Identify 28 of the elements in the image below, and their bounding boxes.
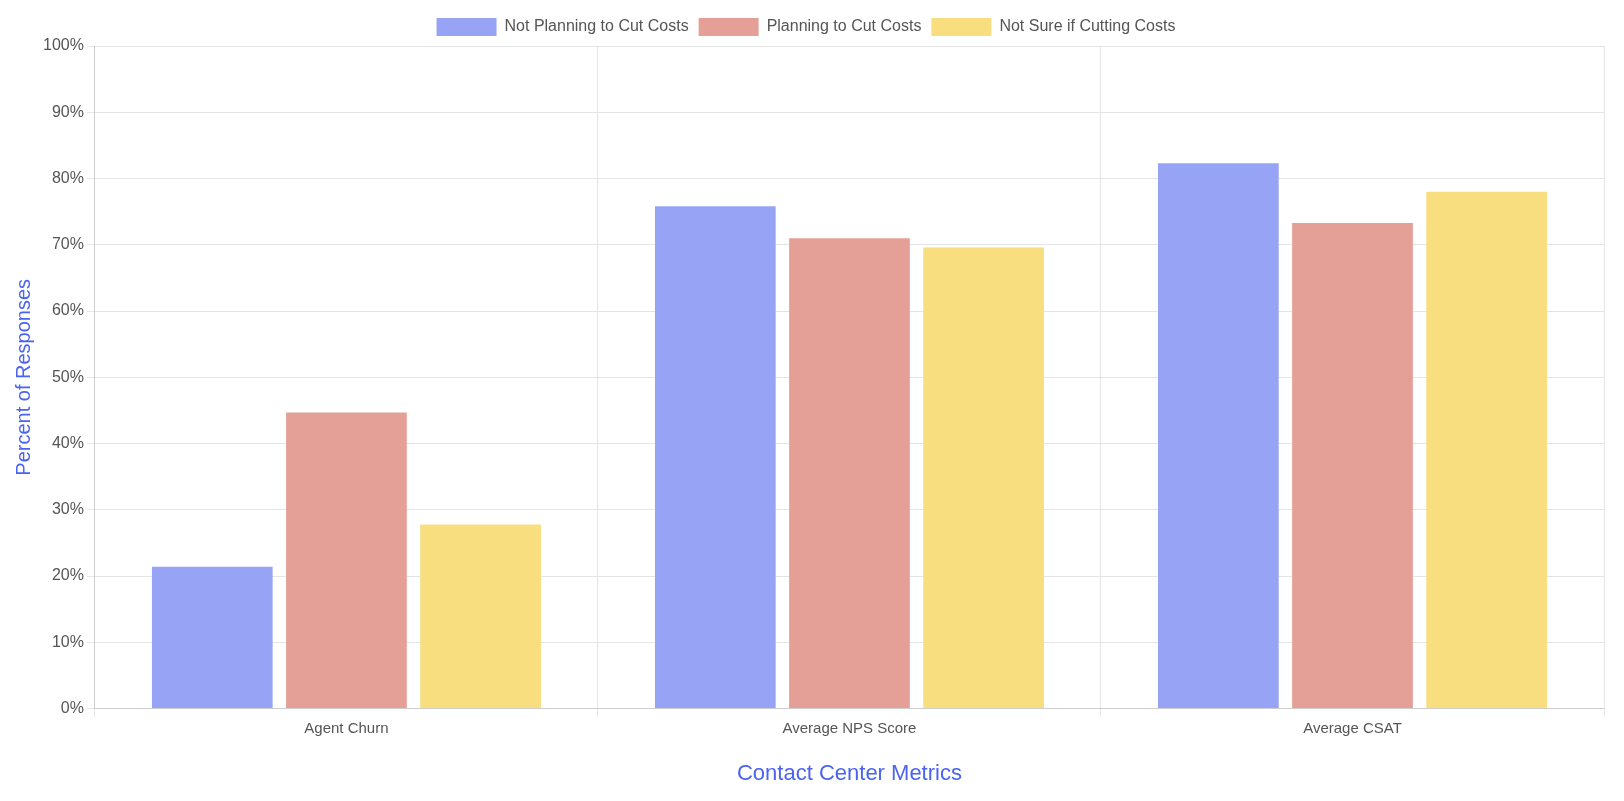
y-tick-label: 100%	[43, 36, 84, 54]
y-axis-title: Percent of Responses	[11, 278, 34, 476]
x-tick-label: Average CSAT	[1303, 718, 1402, 736]
y-tick-label: 50%	[51, 367, 84, 385]
bar	[923, 247, 1044, 709]
y-tick-label: 0%	[60, 699, 84, 717]
y-tick-label: 20%	[51, 566, 84, 584]
y-tick-label: 60%	[51, 301, 84, 319]
bar	[654, 206, 776, 709]
bar	[1426, 191, 1547, 709]
y-tick-label: 70%	[51, 235, 84, 253]
bar	[420, 524, 541, 709]
bar	[789, 238, 910, 709]
y-tick-label: 10%	[51, 632, 84, 650]
x-tick-label: Average NPS Score	[782, 718, 917, 736]
bar	[1292, 222, 1413, 709]
bar	[151, 566, 273, 709]
y-tick-label: 30%	[51, 500, 84, 518]
y-tick-label: 90%	[51, 102, 84, 120]
legend-label: Not Planning to Cut Costs	[504, 17, 689, 35]
y-tick-label: 80%	[51, 168, 84, 186]
x-tick-label: Agent Churn	[304, 718, 389, 736]
bar	[1157, 163, 1279, 709]
legend-label: Not Sure if Cutting Costs	[999, 17, 1176, 35]
y-tick-label: 40%	[51, 433, 84, 451]
bar	[286, 412, 407, 709]
x-axis-title: Contact Center Metrics	[736, 759, 962, 785]
legend-label: Planning to Cut Costs	[766, 17, 922, 35]
